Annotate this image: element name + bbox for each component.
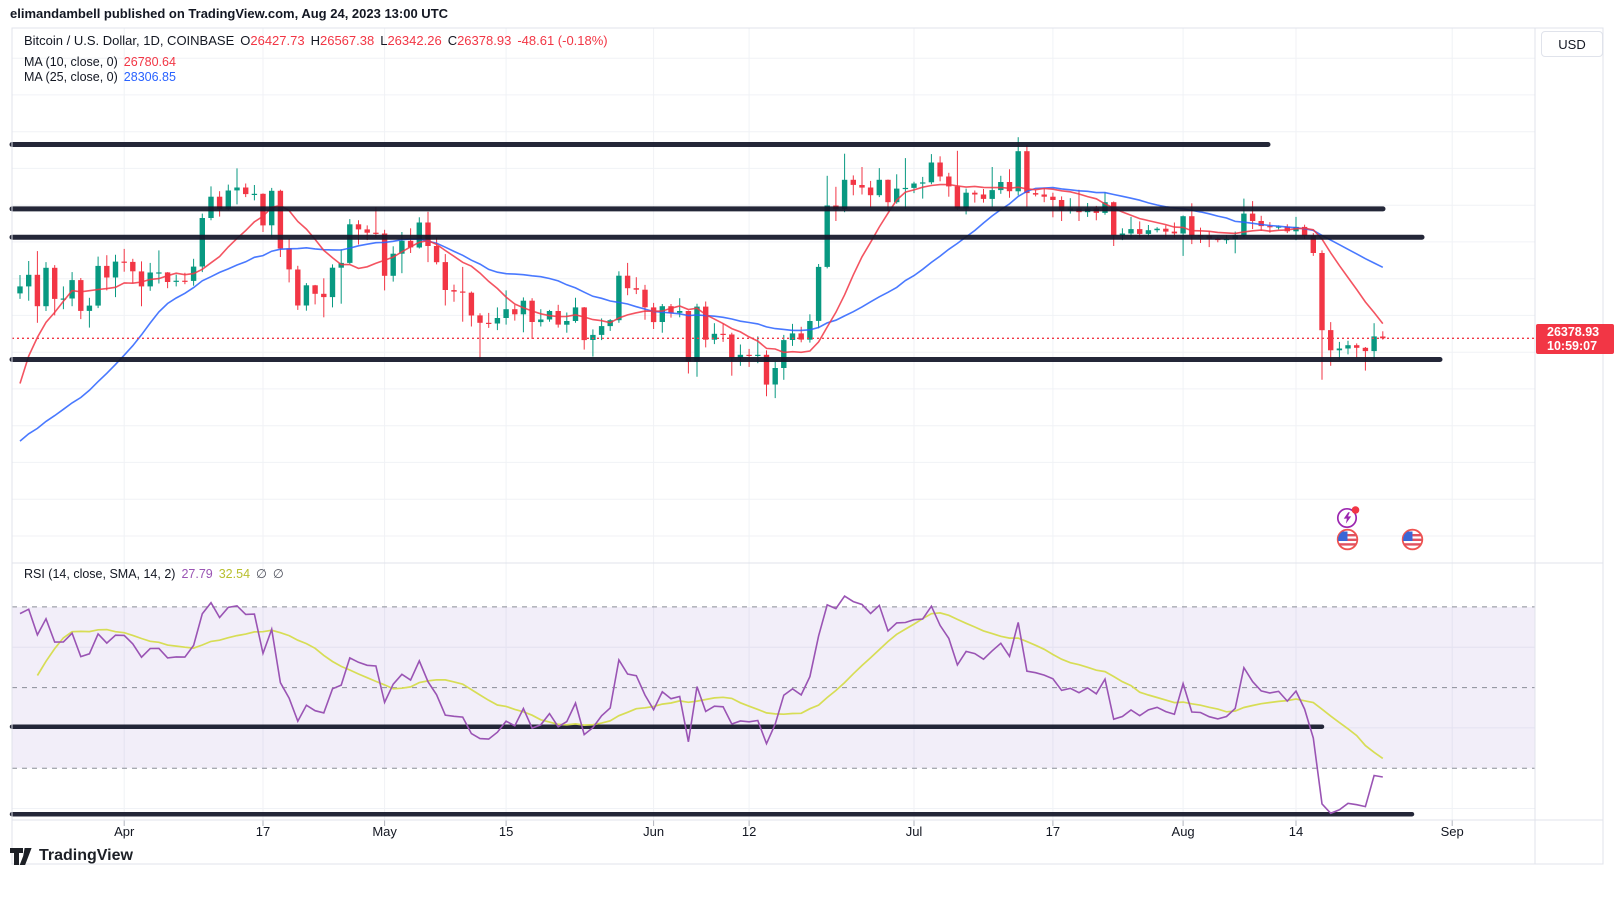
ma10-value: 26780.64 [123, 55, 176, 69]
ma10-label: MA (10, close, 0) [24, 55, 118, 69]
high-value: 26567.38 [319, 33, 375, 48]
last-price-badge: 26378.93 10:59:07 [1536, 323, 1614, 354]
close-label: C [447, 33, 458, 48]
time-axis-label: Jun [643, 824, 665, 839]
bar-countdown: 10:59:07 [1547, 338, 1598, 353]
ma25-legend: MA (25, close, 0) 28306.85 [24, 70, 176, 84]
time-axis-label: Aug [1171, 824, 1195, 839]
rsi-line[interactable] [19, 595, 1383, 815]
time-axis-label: 15 [498, 824, 514, 839]
rsi-ma-value: 32.54 [218, 566, 251, 581]
price-axis[interactable]: 34000.0033000.0032000.0031000.0030000.00… [1535, 28, 1603, 820]
us-flag-icon[interactable] [1401, 528, 1424, 551]
rsi-empty-plot-2: ∅ [272, 567, 290, 581]
tradingview-logo-text: TradingView [39, 847, 133, 864]
rsi-label: RSI (14, close, SMA, 14, 2) [24, 566, 176, 581]
time-axis-label: Apr [114, 824, 135, 839]
rsi-legend: RSI (14, close, SMA, 14, 2) 27.79 32.54 … [24, 566, 290, 582]
symbol-legend: Bitcoin / U.S. Dollar, 1D, COINBASE O264… [24, 33, 608, 48]
time-axis-label: 14 [1288, 824, 1304, 839]
ma10-line[interactable] [19, 183, 1384, 384]
tradingview-logo[interactable]: TradingView [10, 847, 133, 865]
change-value: -48.61 (-0.18%) [517, 33, 608, 48]
rsi-band [12, 606, 1535, 769]
attribution-text: elimandambell published on TradingView.c… [10, 6, 449, 21]
open-label: O [240, 33, 251, 48]
time-axis-label: May [372, 824, 397, 839]
time-axis[interactable]: Apr 17 May 15 Jun 12 Jul 17 Aug 14 Sep [12, 820, 1603, 845]
last-price-value: 26378.93 [1547, 324, 1600, 339]
ma25-value: 28306.85 [123, 70, 176, 84]
time-axis-label: Jul [905, 824, 923, 839]
low-label: L [380, 33, 388, 48]
open-value: 26427.73 [250, 33, 305, 48]
horizontal-trendlines[interactable] [9, 142, 1443, 817]
ma25-line[interactable] [19, 186, 1384, 442]
economic-event-icon[interactable] [1335, 504, 1361, 530]
high-label: H [310, 33, 320, 48]
chart-frame [11, 27, 1604, 865]
rsi-empty-plot-1: ∅ [256, 567, 273, 581]
time-axis-label: Sep [1440, 824, 1464, 839]
currency-button[interactable]: USD [1541, 31, 1603, 57]
symbol-title: Bitcoin / U.S. Dollar, 1D, COINBASE [24, 33, 235, 48]
us-flag-icon[interactable] [1336, 528, 1359, 551]
time-axis-label: 17 [255, 824, 271, 839]
low-value: 26342.26 [387, 33, 442, 48]
time-axis-label: 12 [741, 824, 757, 839]
rsi-value: 27.79 [181, 566, 213, 581]
tradingview-logo-icon [10, 847, 32, 865]
time-axis-label: 17 [1045, 824, 1061, 839]
rsi-ma-line[interactable] [36, 612, 1384, 760]
close-value: 26378.93 [457, 33, 512, 48]
ma10-legend: MA (10, close, 0) 26780.64 [24, 55, 176, 69]
ma25-label: MA (25, close, 0) [24, 70, 118, 84]
